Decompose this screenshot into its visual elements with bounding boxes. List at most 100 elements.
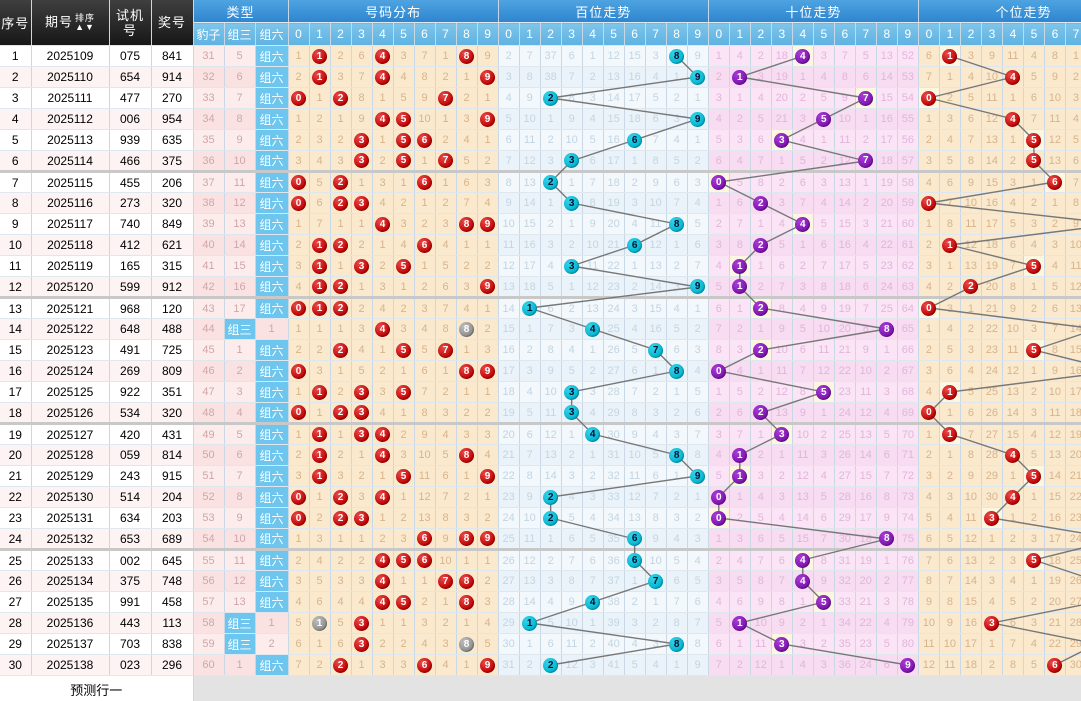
col-ge-0[interactable]: 0: [918, 22, 940, 46]
cell-ge-0: 4: [918, 170, 940, 193]
col-shi-3[interactable]: 3: [771, 22, 793, 46]
cell-bai-9: 7: [687, 422, 709, 445]
ball-8: 8: [459, 321, 474, 337]
col-ge-4[interactable]: 4: [1002, 22, 1024, 46]
col-ge-6[interactable]: 6: [1044, 22, 1066, 46]
table-row[interactable]: 29 2025137 703 838 59 组三 2 6 1 6 3 2 2 4 3 8 5 30 1 6 11 2 40 4…: [0, 633, 1081, 655]
col-ge-3[interactable]: 3: [981, 22, 1003, 46]
table-row[interactable]: 23 2025131 634 203 53 9 组六 0 2 2 3 1 2 13 8 3 2 24 10 2 5 4 34…: [0, 507, 1081, 529]
cell-bai-2: 10: [540, 381, 562, 403]
table-row[interactable]: 12 2025120 599 912 42 16 组六 4 1 2 1 3 1 2 6 3 9 13 18 5 1 12 2…: [0, 276, 1081, 298]
cell-bai-8: 4: [666, 129, 688, 151]
table-row[interactable]: 24 2025132 653 689 54 10 组六 1 3 1 1 2 3 6 9 8 9 25 11 1 6 5 35…: [0, 528, 1081, 550]
cell-dist-9: 2: [477, 570, 499, 592]
cell-bai-4: 10: [582, 234, 604, 256]
col-ge-5[interactable]: 5: [1023, 22, 1045, 46]
col-dist-8[interactable]: 8: [456, 22, 478, 46]
table-row[interactable]: 1 2025109 075 841 31 5 组六 1 1 2 6 4 3 7 1 8 9 2 7 37 6 1 12 15 3…: [0, 45, 1081, 67]
cell-dist-6: 2: [414, 276, 436, 298]
col-seq[interactable]: 序号: [0, 0, 32, 46]
col-shi-2[interactable]: 2: [750, 22, 772, 46]
col-prize[interactable]: 奖号: [151, 0, 194, 46]
cell-shi-6: 17: [834, 255, 856, 277]
cell-shi-3: 4: [771, 507, 793, 529]
cell-bai-1: 15: [519, 213, 541, 235]
cell-dist-0: 3: [288, 465, 310, 487]
table-row[interactable]: 6 2025114 466 375 36 10 组六 3 4 3 3 2 5 1 7 5 2 7 12 3 3 6 17 1 8…: [0, 150, 1081, 172]
col-test[interactable]: 试机号: [109, 0, 152, 46]
sort-icon[interactable]: 排序 ▲▼: [75, 13, 95, 32]
table-row[interactable]: 13 2025121 968 120 43 17 组六 0 1 2 2 4 2 3 7 4 1 14 1 6 2 13 24…: [0, 296, 1081, 319]
col-ge-2[interactable]: 2: [960, 22, 982, 46]
col-shi-4[interactable]: 4: [792, 22, 814, 46]
col-zu6[interactable]: 组六: [255, 22, 289, 46]
col-dist-6[interactable]: 6: [414, 22, 436, 46]
table-row[interactable]: 25 2025133 002 645 55 11 组六 2 4 2 2 4 5 6 10 1 1 26 12 2 7 6 3…: [0, 548, 1081, 571]
col-bai-8[interactable]: 8: [666, 22, 688, 46]
col-dist-5[interactable]: 5: [393, 22, 415, 46]
col-dist-9[interactable]: 9: [477, 22, 499, 46]
ball-0: 0: [291, 301, 306, 316]
table-row[interactable]: 7 2025115 455 206 37 11 组六 0 5 2 1 3 1 6 1 6 3 8 13 2 1 7 18 2 9…: [0, 170, 1081, 193]
col-baozi[interactable]: 豹子: [193, 22, 225, 46]
col-bai-4[interactable]: 4: [582, 22, 604, 46]
ball-1: 1: [312, 615, 327, 631]
col-dist-4[interactable]: 4: [372, 22, 394, 46]
cell-shi-6: 33: [834, 591, 856, 613]
table-row[interactable]: 21 2025129 243 915 51 7 组六 3 1 3 2 1 5 11 6 1 9 22 8 14 3 2 32…: [0, 465, 1081, 487]
table-row[interactable]: 15 2025123 491 725 45 1 组六 2 2 2 4 1 5 5 7 1 3 16 2 8 4 1 26 5 7…: [0, 339, 1081, 361]
cell-shi-0: 5: [708, 465, 730, 487]
table-row[interactable]: 30 2025138 023 296 60 1 组六 7 2 2 1 3 3 6 4 1 9 31 2 2 12 3 41 5…: [0, 654, 1081, 676]
col-dist-0[interactable]: 0: [288, 22, 310, 46]
ball-3: 3: [984, 615, 1000, 631]
col-shi-0[interactable]: 0: [708, 22, 730, 46]
col-shi-6[interactable]: 6: [834, 22, 856, 46]
col-shi-9[interactable]: 9: [897, 22, 919, 46]
table-row[interactable]: 20 2025128 059 814 50 6 组六 2 1 2 1 4 3 10 5 8 4 21 7 13 2 1 31…: [0, 444, 1081, 466]
col-dist-1[interactable]: 1: [309, 22, 331, 46]
col-bai-1[interactable]: 1: [519, 22, 541, 46]
cell-ge-5: 4: [1023, 234, 1045, 256]
col-bai-6[interactable]: 6: [624, 22, 646, 46]
col-bai-7[interactable]: 7: [645, 22, 667, 46]
table-row[interactable]: 28 2025136 443 113 58 组三 1 5 1 5 3 1 1 3 2 1 4 29 1 5 10 1 39 3…: [0, 612, 1081, 634]
table-row[interactable]: 8 2025116 273 320 38 12 组六 0 6 2 3 4 2 1 2 7 4 9 14 1 3 8 19 3 1…: [0, 192, 1081, 214]
ball-8: 8: [459, 216, 474, 232]
col-shi-1[interactable]: 1: [729, 22, 751, 46]
table-row[interactable]: 10 2025118 412 621 40 14 组六 2 1 2 2 1 4 6 4 1 1 11 16 3 2 10 2…: [0, 234, 1081, 256]
table-row[interactable]: 16 2025124 269 809 46 2 组六 0 3 1 5 2 1 6 1 8 9 17 3 9 5 2 27 6 1…: [0, 360, 1081, 382]
cell-dist-5: 2: [393, 192, 415, 214]
col-zu3[interactable]: 组三: [224, 22, 256, 46]
col-bai-3[interactable]: 3: [561, 22, 583, 46]
col-shi-8[interactable]: 8: [876, 22, 898, 46]
col-bai-2[interactable]: 2: [540, 22, 562, 46]
col-shi-7[interactable]: 7: [855, 22, 877, 46]
table-row[interactable]: 2 2025110 654 914 32 6 组六 2 1 3 7 4 4 8 2 1 9 3 8 38 7 2 13 16 4…: [0, 66, 1081, 88]
table-row[interactable]: 19 2025127 420 431 49 5 组六 1 1 1 3 4 2 9 4 3 3 20 6 12 1 4 30 9…: [0, 422, 1081, 445]
col-dist-3[interactable]: 3: [351, 22, 373, 46]
table-row[interactable]: 3 2025111 477 270 33 7 组六 0 1 2 8 1 5 9 7 2 1 4 9 2 8 3 14 17 5 2…: [0, 87, 1081, 109]
table-row[interactable]: 18 2025126 534 320 48 4 组六 0 1 2 3 4 1 8 3 2 2 19 5 11 3 4 29 8…: [0, 402, 1081, 424]
table-row[interactable]: 4 2025112 006 954 34 8 组六 1 2 1 9 4 5 10 1 3 9 5 10 1 9 4 15 18…: [0, 108, 1081, 130]
col-shi-5[interactable]: 5: [813, 22, 835, 46]
col-dist-2[interactable]: 2: [330, 22, 352, 46]
col-ge-7[interactable]: 7: [1065, 22, 1081, 46]
table-row[interactable]: 26 2025134 375 748 56 12 组六 3 5 3 3 4 1 1 7 8 2 27 13 3 8 7 37…: [0, 570, 1081, 592]
table-row[interactable]: 9 2025117 740 849 39 13 组六 1 7 1 1 4 3 2 3 8 9 10 15 2 1 9 20 4…: [0, 213, 1081, 235]
col-bai-9[interactable]: 9: [687, 22, 709, 46]
table-row[interactable]: 5 2025113 939 635 35 9 组六 2 3 2 3 1 5 6 2 4 1 6 11 2 10 5 16 6 7…: [0, 129, 1081, 151]
col-dist-7[interactable]: 7: [435, 22, 457, 46]
table-row[interactable]: 14 2025122 648 488 44 组三 1 1 1 1 3 4 3 4 8 8 2 15 1 7 3 4 25 4 1…: [0, 318, 1081, 340]
cell-ge-2: 5: [960, 87, 982, 109]
table-row[interactable]: 27 2025135 991 458 57 13 组六 4 6 4 4 4 5 2 1 8 3 28 14 4 9 4 38…: [0, 591, 1081, 613]
col-bai-5[interactable]: 5: [603, 22, 625, 46]
col-issue[interactable]: 期号 排序 ▲▼: [31, 0, 110, 46]
cell-bai-7: 8: [645, 507, 667, 529]
col-ge-1[interactable]: 1: [939, 22, 961, 46]
table-row[interactable]: 22 2025130 514 204 52 8 组六 0 1 2 3 4 1 12 7 2 1 23 9 2 4 3 33 1…: [0, 486, 1081, 508]
table-row[interactable]: 17 2025125 922 351 47 3 组六 1 1 2 3 3 5 7 2 1 1 18 4 10 3 3 28 7…: [0, 381, 1081, 403]
col-bai-0[interactable]: 0: [498, 22, 520, 46]
table-row[interactable]: 11 2025119 165 315 41 15 组六 3 1 1 3 2 5 1 5 2 2 12 17 4 3 11 2…: [0, 255, 1081, 277]
cell-dist-7: 6: [435, 465, 457, 487]
cell-shi-5: 2: [813, 633, 835, 655]
